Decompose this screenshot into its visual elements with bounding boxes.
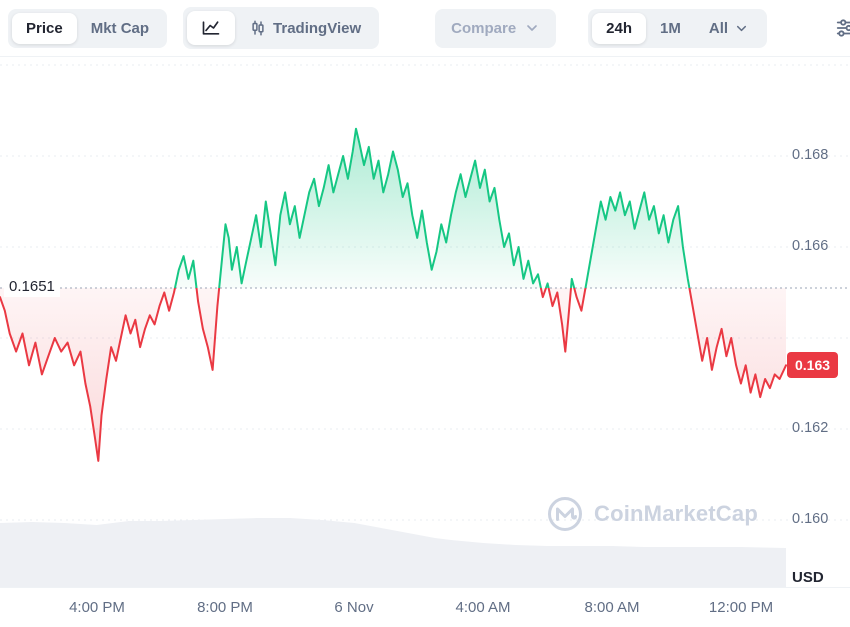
chart-area[interactable]: 0.1651 0.163 USD CoinMarketCap 0.168 0.16…: [0, 57, 850, 587]
compare-label: Compare: [451, 19, 517, 37]
price-area-up: [174, 128, 690, 288]
unit-label: USD: [792, 569, 824, 586]
timeframe-all-button[interactable]: All: [695, 13, 763, 44]
metric-toggle-group: Price Mkt Cap: [8, 8, 168, 48]
tradingview-label: TradingView: [273, 19, 362, 37]
price-line-up: [173, 127, 691, 288]
chart-type-group: TradingView: [183, 7, 380, 49]
price-area-down: [0, 287, 786, 461]
y-axis-label: 0.168: [792, 147, 829, 163]
chevron-down-icon: [527, 25, 538, 31]
tab-price[interactable]: Price: [12, 12, 77, 44]
line-chart-button[interactable]: [187, 11, 236, 45]
x-axis-label: 8:00 AM: [584, 599, 640, 616]
sliders-icon: [836, 19, 850, 37]
y-axis-label: 0.160: [792, 511, 829, 527]
line-chart-icon: [202, 21, 220, 35]
timeframe-1m-button[interactable]: 1M: [646, 13, 695, 44]
x-axis-label: 4:00 PM: [69, 599, 125, 616]
x-axis: 4:00 PM 8:00 PM 6 Nov 4:00 AM 8:00 AM 12:00 P…: [0, 587, 850, 627]
chart-toolbar: Price Mkt Cap TradingView Compare 24h 1M…: [0, 0, 850, 57]
x-axis-label: 12:00 PM: [708, 599, 774, 616]
x-axis-label: 8:00 PM: [197, 599, 253, 616]
x-axis-label: 6 Nov: [334, 599, 374, 616]
price-line-down: [0, 287, 787, 462]
tab-mkt-cap[interactable]: Mkt Cap: [77, 13, 163, 44]
price-chart-svg: [0, 64, 850, 587]
chart-settings-button[interactable]: [828, 10, 850, 46]
compare-button[interactable]: Compare: [435, 8, 557, 48]
volume-area: [0, 518, 786, 587]
current-price-badge: 0.163: [787, 352, 839, 379]
x-axis-label: 4:00 AM: [455, 599, 511, 616]
y-axis-label: 0.162: [792, 420, 829, 436]
baseline-price-label: 0.1651: [4, 275, 60, 297]
timeframe-all-label: All: [708, 19, 729, 37]
chevron-down-icon: [737, 25, 747, 31]
candlestick-icon: [252, 20, 264, 36]
tradingview-button[interactable]: TradingView: [235, 12, 375, 44]
y-axis-label: 0.166: [792, 238, 829, 254]
timeframe-24h-button[interactable]: 24h: [592, 12, 647, 44]
timeframe-group: 24h 1M All: [588, 8, 768, 48]
